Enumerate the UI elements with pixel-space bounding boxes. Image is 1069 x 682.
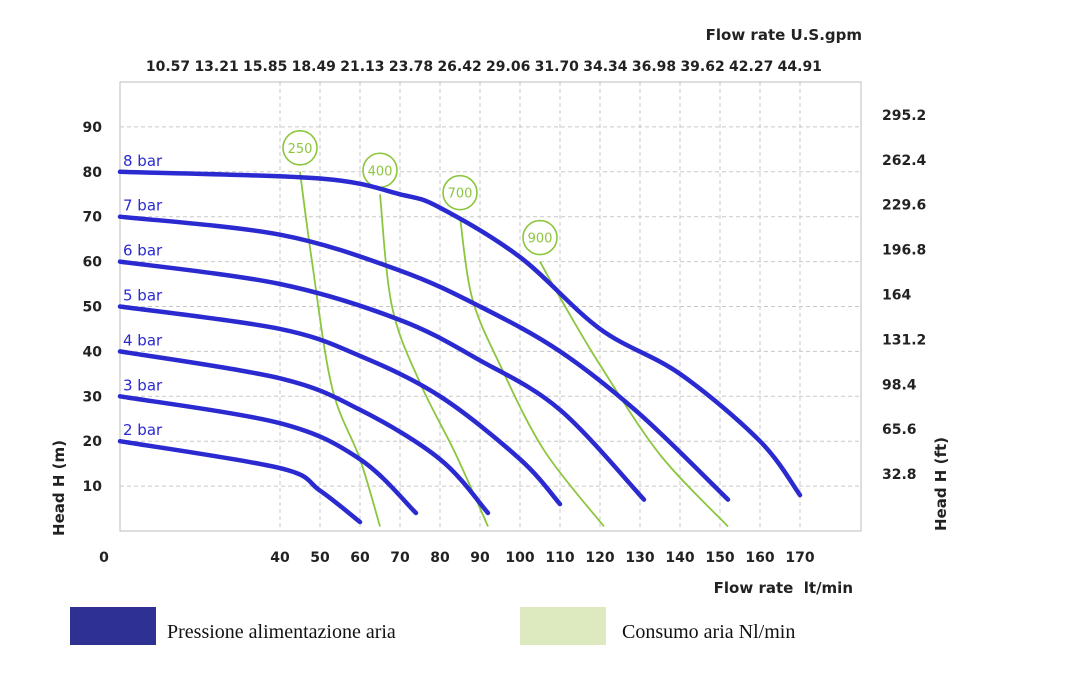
legend-label-air: Consumo aria Nl/min [622,621,796,643]
axis-tick-labels: 0 40 50 60 70 80 90 100 110 120 130 140 150 160 170 10.… [83,59,927,566]
x-bottom-tick-label: 100 [505,550,534,566]
y-left-tick-label: 50 [83,300,103,316]
x-bottom-tick-label: 80 [430,550,450,566]
pressure-curve-5-bar [117,304,563,507]
x-top-tick-label: 31.70 [535,59,580,75]
y-left-tick-label: 40 [83,344,103,360]
x-bottom-tick-label: 150 [705,550,734,566]
air-curve-label: 250 [288,142,313,157]
x-bottom-tick-label: 70 [390,550,410,566]
air-consumption-curves: 250 400 700 900 [282,130,729,528]
pressure-curve-8-bar [117,169,803,498]
x-bottom-tick-label: 60 [350,550,370,566]
pressure-curve-label: 6 bar [123,242,163,260]
pressure-curve-label: 5 bar [123,287,163,305]
x-top-tick-label: 29.06 [486,59,530,75]
y-left-tick-label: 20 [83,434,103,450]
y-left-tick-label: 70 [83,210,103,226]
x-bottom-tick-label: 90 [470,550,490,566]
pressure-curve-label: 8 bar [123,152,163,170]
air-label-badge [522,219,558,256]
pressure-curve-label: 2 bar [123,421,163,439]
pressure-curves: 8 bar 7 bar 6 bar 5 bar 4 bar 3 bar 2 bar [117,152,803,525]
legend-swatch-air [520,607,606,645]
air-curve-label: 700 [448,187,473,202]
air-curve-400 [379,194,489,527]
x-top-tick-label: 23.78 [389,59,433,75]
pressure-curve-label: 4 bar [123,331,163,349]
x-bottom-tick-label: 110 [545,550,574,566]
left-axis-title: Head H (m) [50,440,68,536]
pressure-curve-2-bar [117,438,363,525]
pressure-curve-3-bar [117,394,419,516]
y-right-tick-label: 262.4 [882,153,927,169]
x-top-tick-label: 21.13 [340,59,384,75]
air-label-badge [442,174,478,211]
x-bottom-tick-label: 140 [665,550,694,566]
y-left-tick-label: 90 [83,120,103,136]
y-right-tick-label: 131.2 [882,332,926,348]
x-bottom-tick-label: 170 [785,550,814,566]
air-curve-label: 900 [528,232,553,247]
air-curve-700 [459,216,605,528]
x-top-tick-label: 10.57 [146,59,190,75]
x-top-tick-label: 42.27 [729,59,773,75]
y-right-tick-label: 295.2 [882,108,926,124]
x-bottom-tick-label: 0 [99,550,109,566]
pressure-curve-label: 7 bar [123,197,163,215]
x-bottom-tick-label: 50 [310,550,330,566]
y-left-tick-label: 80 [83,165,103,181]
bottom-axis-title: Flow rate lt/min [714,579,853,597]
x-top-tick-label: 15.85 [243,59,287,75]
x-bottom-tick-label: 160 [745,550,774,566]
x-top-tick-label: 26.42 [437,59,481,75]
y-left-tick-label: 60 [83,255,103,271]
y-left-tick-label: 10 [83,479,103,495]
x-top-tick-label: 13.21 [194,59,238,75]
air-label-badge [282,130,318,166]
pressure-curve-label: 3 bar [123,376,163,394]
legend: Pressione alimentazione aria Consumo ari… [0,607,1069,647]
legend-label-pressure: Pressione alimentazione aria [167,621,396,643]
pressure-curve-7-bar [117,214,731,502]
x-top-tick-label: 18.49 [292,59,336,75]
x-bottom-tick-label: 40 [270,550,290,566]
x-bottom-tick-label: 120 [585,550,614,566]
x-top-tick-label: 44.91 [778,59,822,75]
top-axis-title: Flow rate U.S.gpm [706,26,862,44]
x-bottom-tick-label: 130 [625,550,654,566]
x-top-tick-label: 39.62 [680,59,724,75]
y-right-tick-label: 196.8 [882,243,926,259]
pressure-curve-6-bar [117,259,647,502]
y-right-tick-label: 65.6 [882,422,917,438]
y-left-tick-label: 30 [83,389,103,405]
right-axis-title: Head H (ft) [932,437,950,531]
x-top-tick-label: 34.34 [583,59,628,75]
y-right-tick-label: 98.4 [882,377,917,393]
air-curve-label: 400 [368,164,393,179]
plot-area [119,81,862,532]
air-curve-250 [299,171,381,527]
y-right-tick-label: 229.6 [882,198,926,214]
pressure-curve-4-bar [117,349,491,516]
y-right-tick-label: 164 [882,288,911,304]
y-right-tick-label: 32.8 [882,467,917,483]
x-top-tick-label: 36.98 [632,59,676,75]
legend-swatch-pressure [70,607,156,645]
